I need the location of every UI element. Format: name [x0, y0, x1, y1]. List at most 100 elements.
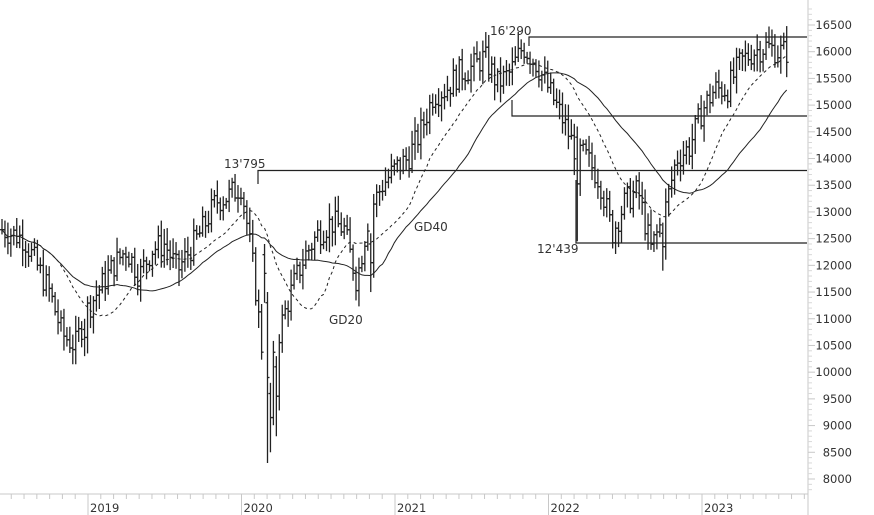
ohlc-bar [643, 189, 648, 241]
ohlc-bar [654, 224, 659, 250]
ohlc-bar [634, 175, 639, 199]
ohlc-bar [85, 296, 90, 354]
ohlc-bar [427, 94, 432, 135]
ohlc-bar [67, 326, 72, 353]
ohlc-bar [436, 88, 441, 118]
ohlc-bar [182, 238, 187, 272]
ohlc-bar [702, 100, 707, 142]
level-12439-line [575, 180, 807, 244]
ohlc-bar [209, 188, 214, 233]
ohlc-bar [725, 89, 730, 109]
ohlc-bar [283, 300, 288, 320]
ohlc-bar [687, 137, 692, 165]
ohlc-bar [566, 104, 571, 150]
ohlc-bar [56, 299, 61, 335]
ohlc-bar [250, 219, 255, 262]
ohlc-bar [297, 261, 302, 284]
ohlc-bar [542, 56, 547, 84]
ohlc-bar [536, 60, 541, 88]
ohlc-bar [590, 142, 594, 181]
ohlc-bar [699, 95, 704, 130]
ohlc-bar [236, 185, 240, 213]
ohlc-bar [415, 123, 420, 153]
ohlc-bar [407, 146, 412, 178]
label-16290: 16'290 [490, 24, 531, 38]
ohlc-bar [713, 72, 718, 99]
ohlc-bar [410, 130, 415, 174]
ohlc-bar [153, 241, 158, 265]
ohlc-bar [764, 32, 769, 60]
y-tick-label: 13000 [815, 205, 852, 219]
ohlc-bar [755, 34, 760, 72]
level-16290-line [528, 36, 807, 46]
ohlc-bar [256, 289, 261, 328]
x-tick-label: 2022 [551, 501, 580, 515]
ohlc-bar [472, 46, 476, 82]
y-tick-label: 8000 [823, 472, 852, 486]
ohlc-bar [271, 340, 276, 426]
ohlc-bar [94, 280, 99, 312]
ohlc-bar [572, 123, 577, 176]
ohlc-bar [120, 249, 125, 266]
y-tick-label: 12000 [815, 258, 852, 272]
ohlc-bar [380, 179, 385, 201]
ohlc-bar [758, 40, 763, 73]
ohlc-bar [73, 315, 78, 365]
ohlc-bar [377, 185, 382, 206]
ohlc-bar [531, 58, 535, 77]
ohlc-bar [554, 88, 559, 109]
ohlc-bar [336, 195, 341, 228]
ohlc-bar [752, 49, 757, 72]
ohlc-bar [295, 257, 299, 281]
ohlc-bar [637, 172, 642, 210]
ohlc-bar [519, 39, 524, 60]
label-gd20: GD20 [329, 313, 363, 327]
ohlc-bar [342, 217, 347, 240]
ohlc-bar [79, 321, 84, 348]
ohlc-bar [221, 196, 226, 221]
ohlc-bar [418, 107, 423, 160]
ohlc-bar [778, 35, 783, 74]
ohlc-bar [47, 266, 52, 302]
ohlc-bar [722, 84, 727, 102]
label-gd40: GD40 [414, 220, 448, 234]
ohlc-bar [389, 153, 394, 184]
ohlc-bar [445, 75, 450, 102]
ohlc-bar [710, 85, 715, 107]
ohlc-bar [413, 117, 417, 160]
y-tick-label: 16500 [815, 18, 852, 32]
ohlc-bar [569, 119, 574, 140]
ohlc-bar [129, 252, 134, 273]
level-13795-line [257, 169, 807, 184]
ohlc-bar [112, 257, 117, 287]
ohlc-bar [135, 263, 140, 296]
ohlc-bar [351, 244, 356, 281]
ohlc-bar [439, 91, 444, 122]
ohlc-bar [743, 40, 748, 72]
ohlc-bar [784, 26, 789, 78]
ohlc-bar [731, 57, 736, 85]
ohlc-bar [118, 248, 122, 265]
ohlc-bar [477, 51, 482, 81]
x-axis: 2019 2020 2021 2022 2023 [0, 493, 808, 515]
y-tick-label: 10500 [815, 338, 852, 352]
price-bars [0, 26, 789, 463]
ohlc-bar [215, 180, 220, 214]
ohlc-bar [126, 251, 131, 268]
ohlc-bar [327, 203, 332, 253]
ohlc-bar [191, 218, 196, 266]
ohlc-bar [206, 210, 211, 234]
ohlc-bar [584, 139, 589, 155]
x-tick-label: 2021 [397, 501, 426, 515]
ohlc-bar [203, 210, 208, 238]
ohlc-bar [156, 225, 161, 259]
ohlc-bar [466, 70, 471, 85]
ohlc-bar [61, 308, 66, 351]
ohlc-bar [218, 197, 223, 221]
y-tick-label: 13500 [815, 178, 852, 192]
ohlc-bar [59, 310, 63, 332]
ohlc-bar [315, 220, 320, 242]
ohlc-bar [613, 221, 618, 254]
ohlc-bar [374, 184, 379, 218]
y-tick-label: 9500 [823, 392, 852, 406]
